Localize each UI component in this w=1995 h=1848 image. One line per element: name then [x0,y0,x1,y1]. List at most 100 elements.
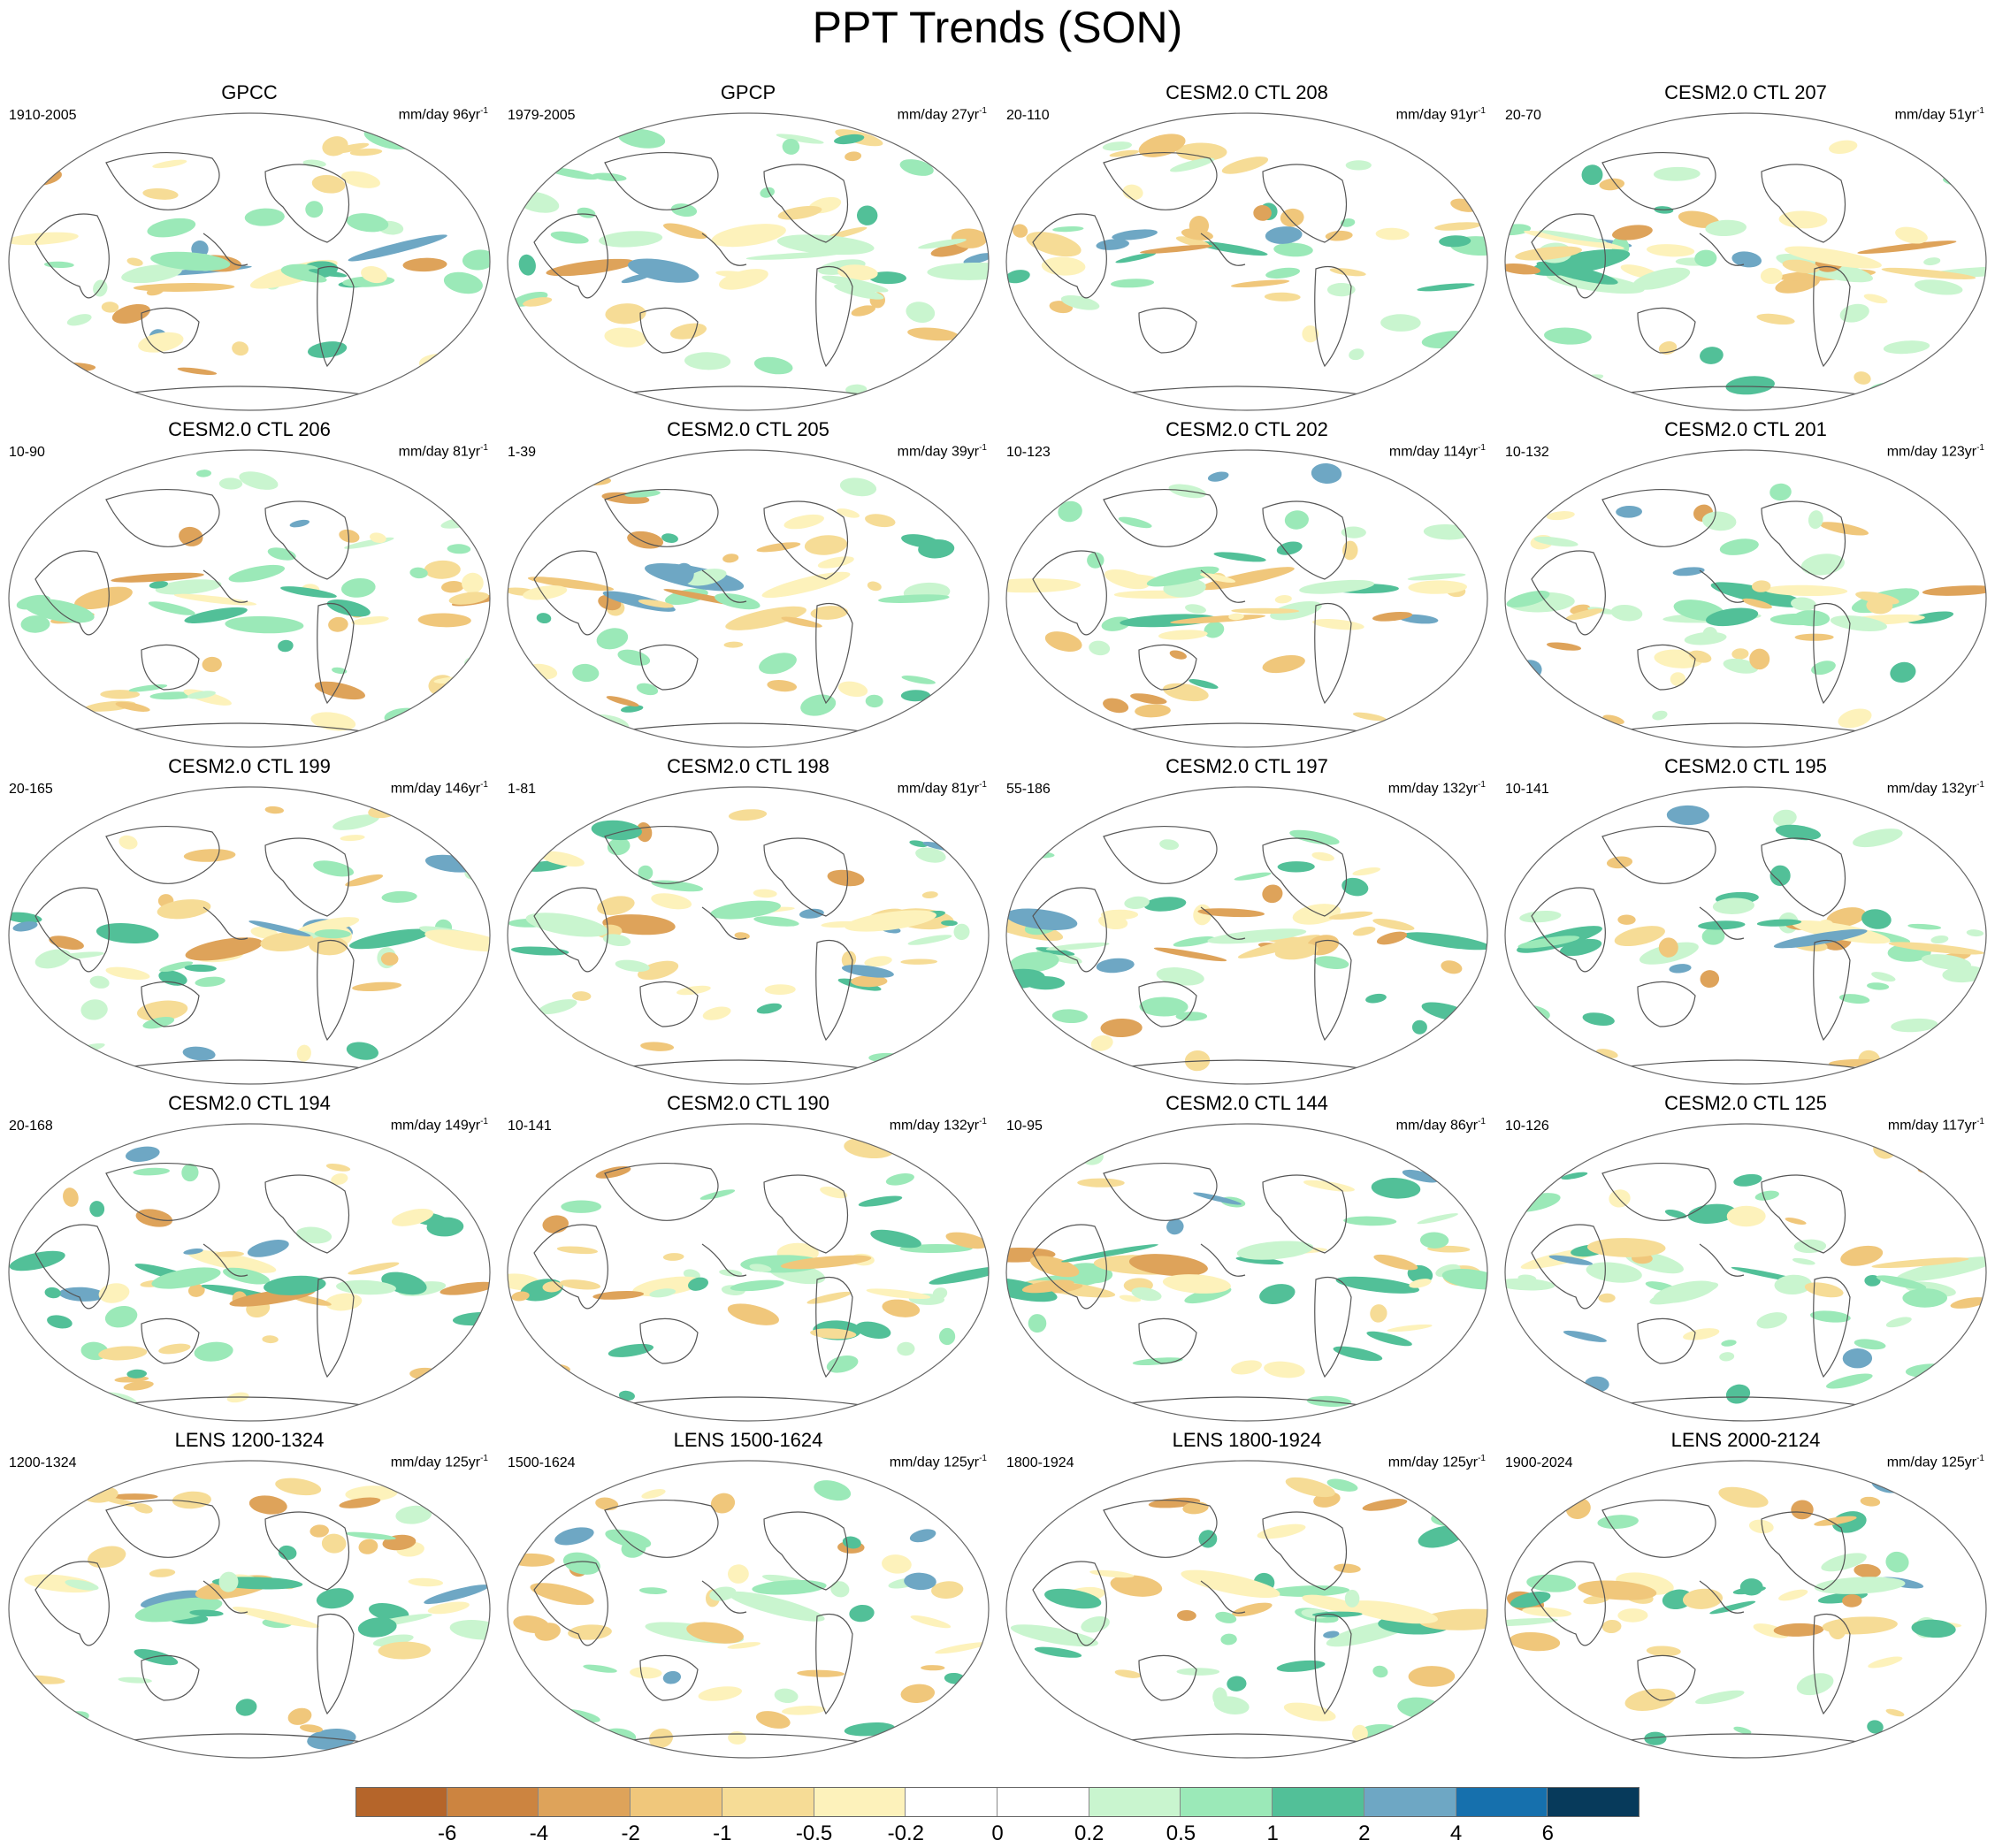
panel-units: mm/day 146yr-1 [391,780,488,797]
world-map [507,449,990,748]
panel-units-text: mm/day 125yr [1387,1455,1479,1470]
panel-units: mm/day 125yr-1 [1887,1454,1984,1470]
map-outline [1005,786,1488,1085]
world-map [1005,1123,1488,1422]
panel-period: 20-110 [1006,108,1050,123]
panel-units: mm/day 125yr-1 [890,1454,987,1470]
world-map [8,449,491,748]
map-panel: CESM2.0 CTL 205 1-39 mm/day 39yr-1 [499,418,998,754]
panel-title: LENS 1800-1924 [1172,1429,1322,1451]
map-panel: CESM2.0 CTL 144 10-95 mm/day 86yr-1 [998,1092,1496,1428]
panel-period: 10-123 [1006,445,1051,460]
panel-units-exponent: -1 [979,1117,987,1126]
map-panel: CESM2.0 CTL 207 20-70 mm/day 51yr-1 [1496,81,1995,417]
map-outline [507,1123,990,1422]
panel-units-text: mm/day 132yr [1886,781,1977,797]
map-outline [1005,1123,1488,1422]
panel-period: 20-70 [1505,108,1541,123]
map-outline [8,449,491,748]
map-outline [1005,112,1488,411]
world-map [507,786,990,1085]
panel-units-text: mm/day 81yr [398,444,481,460]
map-panel: GPCC 1910-2005 mm/day 96yr-1 [0,81,499,417]
world-map [1005,112,1488,411]
panel-units-text: mm/day 125yr [1886,1455,1977,1470]
map-outline [507,449,990,748]
panel-units: mm/day 86yr-1 [1396,1117,1486,1134]
map-panel: GPCP 1979-2005 mm/day 27yr-1 [499,81,998,417]
colorbar-tick-label: -4 [529,1821,549,1845]
panel-units-exponent: -1 [1478,1117,1486,1126]
panel-units: mm/day 96yr-1 [399,106,488,123]
colorbar-box [1548,1787,1640,1817]
map-panel: CESM2.0 CTL 194 20-168 mm/day 149yr-1 [0,1092,499,1428]
panel-units-text: mm/day 96yr [398,107,481,123]
panel-period: 10-95 [1006,1119,1043,1134]
map-outline [1005,449,1488,748]
colorbar-box [722,1787,814,1817]
panel-period: 55-186 [1006,782,1051,797]
panel-units-text: mm/day 132yr [889,1118,980,1134]
colorbar-box [355,1787,447,1817]
panel-period: 10-132 [1505,445,1549,460]
map-panel: CESM2.0 CTL 195 10-141 mm/day 132yr-1 [1496,755,1995,1091]
figure-title: PPT Trends (SON) [812,3,1183,52]
panel-units-text: mm/day 132yr [1387,781,1479,797]
panel-units: mm/day 91yr-1 [1396,106,1486,123]
panel-units-exponent: -1 [1976,1117,1984,1126]
map-panel: LENS 2000-2124 1900-2024 mm/day 125yr-1 [1496,1429,1995,1765]
panel-title: LENS 1200-1324 [174,1429,325,1451]
map-panel: CESM2.0 CTL 125 10-126 mm/day 117yr-1 [1496,1092,1995,1428]
panel-period: 20-168 [9,1119,53,1134]
colorbar-tick-labels: -6 -4 -2 -1 -0.5 -0.2 0 0.2 0.5 1 2 4 6 [0,1821,1995,1848]
panel-title: CESM2.0 CTL 206 [168,418,331,440]
panel-units-exponent: -1 [1478,1454,1486,1463]
map-outline [1504,786,1987,1085]
world-map [1005,786,1488,1085]
panel-units-exponent: -1 [480,780,488,790]
panel-units-exponent: -1 [1478,106,1486,116]
map-panel: LENS 1200-1324 1200-1324 mm/day 125yr-1 [0,1429,499,1765]
panel-period: 10-141 [508,1119,552,1134]
panel-period: 10-141 [1505,782,1549,797]
panel-title: CESM2.0 CTL 194 [168,1092,331,1114]
colorbar-tick-label: 1 [1266,1821,1279,1845]
map-outline [1504,1460,1987,1759]
map-outline [507,112,990,411]
panel-units-text: mm/day 123yr [1886,444,1977,460]
panel-title: CESM2.0 CTL 125 [1664,1092,1827,1114]
panel-units-exponent: -1 [979,106,987,116]
panel-units-text: mm/day 114yr [1388,444,1479,460]
panel-units-text: mm/day 91yr [1395,107,1479,123]
map-panel: CESM2.0 CTL 201 10-132 mm/day 123yr-1 [1496,418,1995,754]
panel-units-exponent: -1 [979,780,987,790]
map-outline [8,1460,491,1759]
world-map [8,1460,491,1759]
panel-title: CESM2.0 CTL 195 [1664,755,1827,777]
map-panel: LENS 1500-1624 1500-1624 mm/day 125yr-1 [499,1429,998,1765]
map-panel: LENS 1800-1924 1800-1924 mm/day 125yr-1 [998,1429,1496,1765]
panel-title: LENS 1500-1624 [673,1429,823,1451]
map-outline [1005,1460,1488,1759]
colorbar-tick-label: -2 [621,1821,640,1845]
panel-units: mm/day 27yr-1 [898,106,987,123]
colorbar-box [1089,1787,1181,1817]
colorbar-box [998,1787,1089,1817]
panel-period: 1500-1624 [508,1455,576,1470]
colorbar-tick-label: -1 [713,1821,732,1845]
panel-units-exponent: -1 [1478,443,1486,453]
colorbar-tick-label: -0.5 [795,1821,833,1845]
panel-period: 1979-2005 [508,108,576,123]
colorbar-box [814,1787,906,1817]
panel-units-exponent: -1 [979,443,987,453]
colorbar [355,1787,1640,1817]
colorbar-tick-label: 0.5 [1166,1821,1196,1845]
panel-units: mm/day 132yr-1 [1388,780,1486,797]
panel-period: 10-90 [9,445,45,460]
panel-title: GPCC [221,81,278,103]
panel-period: 1-39 [508,445,537,460]
panel-period: 10-126 [1505,1119,1549,1134]
panel-units: mm/day 125yr-1 [1388,1454,1486,1470]
panel-units: mm/day 149yr-1 [391,1117,488,1134]
map-panel: CESM2.0 CTL 198 1-81 mm/day 81yr-1 [499,755,998,1091]
